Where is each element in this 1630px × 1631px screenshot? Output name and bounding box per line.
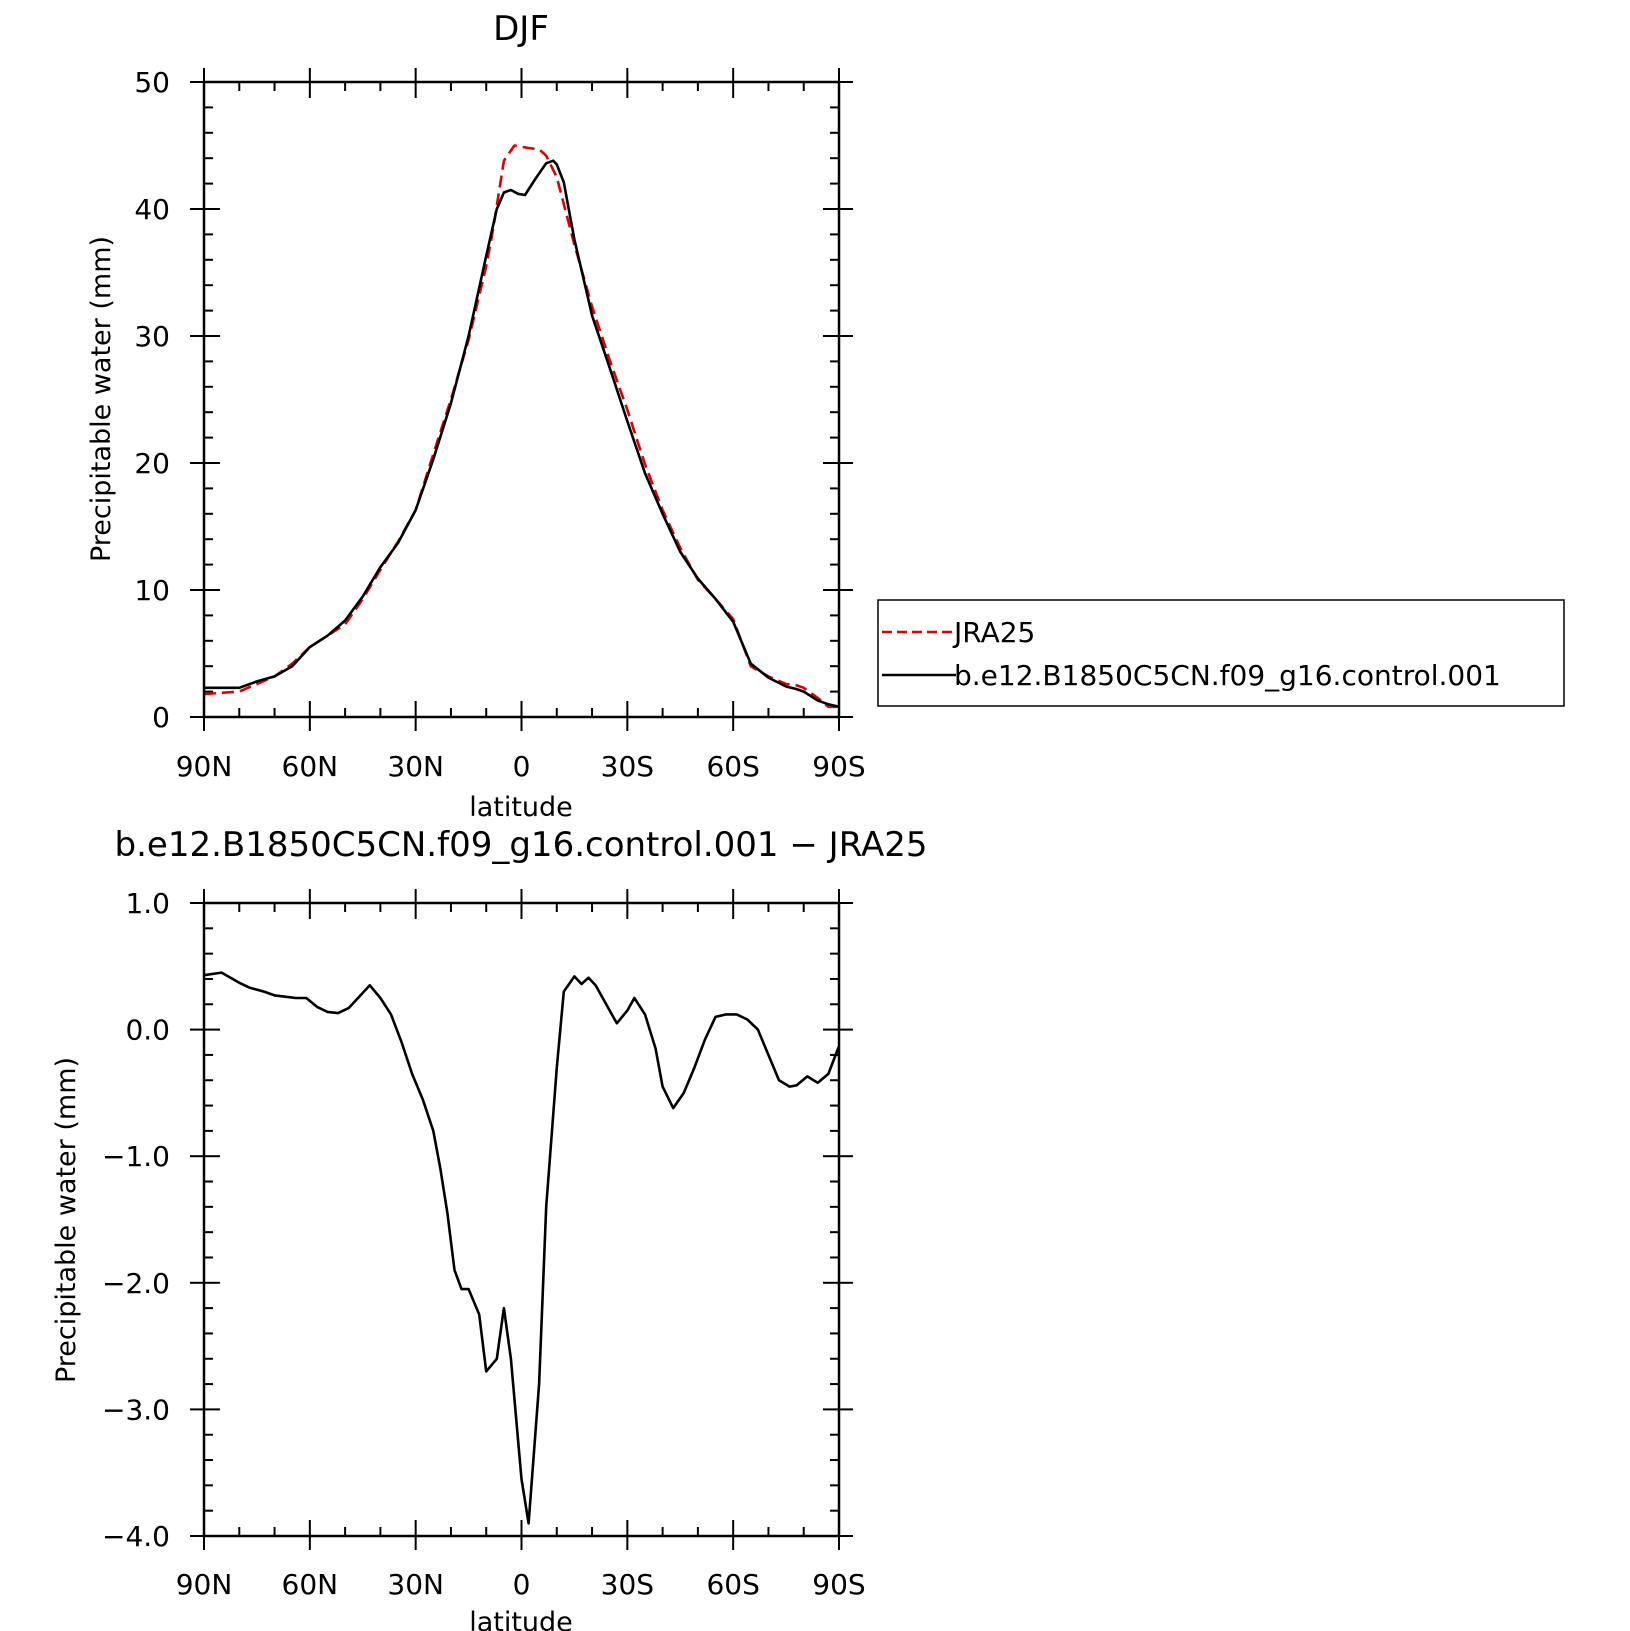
top-x-tick-label: 30N — [387, 750, 444, 783]
top-series-lines — [203, 144, 840, 709]
bottom-x-tick-label: 60N — [282, 1568, 339, 1601]
bottom-y-axis-label: Precipitable water (mm) — [51, 1057, 82, 1383]
top-x-tick-label: 90N — [176, 750, 233, 783]
top-x-tick-label: 0 — [513, 750, 531, 783]
bottom-plot-frame — [202, 901, 841, 1538]
bottom-x-tick-label: 30N — [387, 1568, 444, 1601]
top-x-tick-label: 60N — [282, 750, 339, 783]
legend-box — [877, 599, 1565, 707]
top-series-line-control — [204, 159, 840, 709]
bottom-x-tick-label: 60S — [706, 1568, 759, 1601]
top-y-tick-label: 20 — [134, 447, 170, 480]
top-y-tick-label: 40 — [134, 193, 170, 226]
top-series-line-jra25 — [203, 144, 839, 709]
bottom-series-line-control — [203, 971, 841, 1525]
top-x-axis-label: latitude — [469, 792, 573, 823]
bottom-x-axis-label: latitude — [469, 1607, 573, 1631]
top-y-tick-label: 10 — [134, 574, 170, 607]
bottom-x-tick-labels: 90N 60N 30N 0 30S 60S 90S — [176, 1568, 866, 1601]
bottom-x-tick-label: 0 — [513, 1568, 531, 1601]
top-x-tick-label: 60S — [706, 750, 759, 783]
top-plot-frame — [202, 80, 841, 719]
top-tick-marks — [190, 68, 853, 731]
top-panel: DJF 0 10 20 30 40 50 90N 60N 30N 0 30S 60S 90S lati… — [86, 9, 1565, 823]
bottom-y-tick-label: −3.0 — [102, 1393, 170, 1426]
top-y-tick-label: 50 — [134, 66, 170, 99]
top-y-tick-labels: 0 10 20 30 40 50 — [134, 66, 170, 734]
bottom-y-tick-label: −2.0 — [102, 1267, 170, 1300]
legend: JRA25 b.e12.B1850C5CN.f09_g16.control.00… — [877, 599, 1565, 707]
legend-label-jra25: JRA25 — [952, 616, 1035, 649]
top-y-axis-label: Precipitable water (mm) — [86, 236, 117, 562]
bottom-chart-title: b.e12.B1850C5CN.f09_g16.control.001 − JR… — [115, 825, 928, 865]
top-x-tick-label: 90S — [812, 750, 865, 783]
bottom-y-tick-label: −1.0 — [102, 1140, 170, 1173]
top-x-tick-labels: 90N 60N 30N 0 30S 60S 90S — [176, 750, 866, 783]
legend-label-control: b.e12.B1850C5CN.f09_g16.control.001 — [954, 659, 1501, 692]
bottom-y-tick-labels: −4.0 −3.0 −2.0 −1.0 0.0 1.0 — [102, 887, 170, 1553]
bottom-y-tick-label: 0.0 — [125, 1014, 170, 1047]
top-y-tick-label: 0 — [152, 701, 170, 734]
bottom-x-tick-label: 90S — [812, 1568, 865, 1601]
top-y-tick-label: 30 — [134, 320, 170, 353]
bottom-y-tick-label: −4.0 — [102, 1520, 170, 1553]
top-chart-title: DJF — [493, 9, 549, 49]
bottom-panel: b.e12.B1850C5CN.f09_g16.control.001 − JR… — [51, 825, 927, 1631]
top-x-tick-label: 30S — [601, 750, 654, 783]
bottom-series-lines — [203, 971, 841, 1525]
bottom-x-tick-label: 90N — [176, 1568, 233, 1601]
bottom-tick-marks — [190, 889, 853, 1550]
bottom-x-tick-label: 30S — [601, 1568, 654, 1601]
bottom-y-tick-label: 1.0 — [125, 887, 170, 920]
